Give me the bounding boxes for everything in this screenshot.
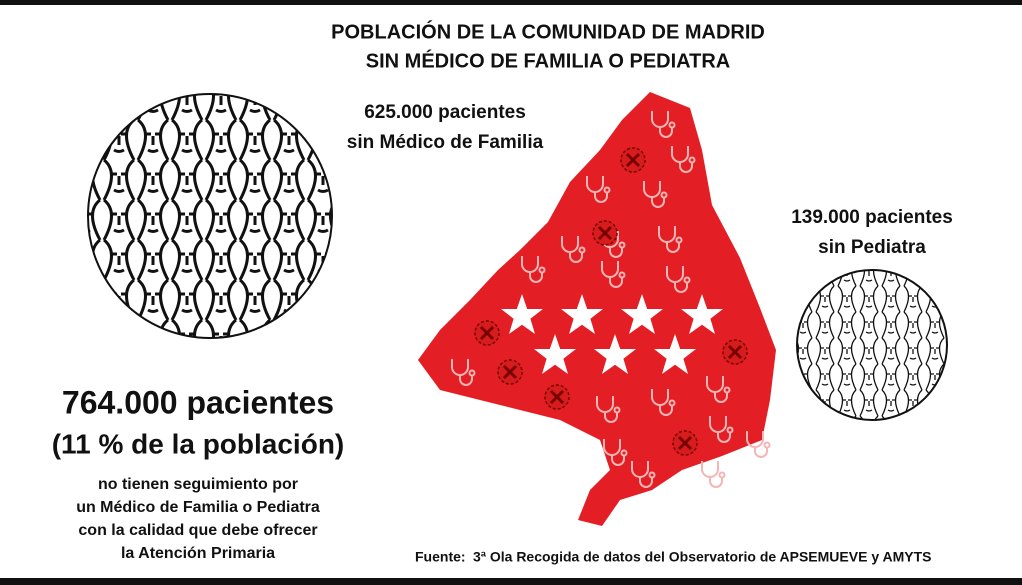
family-label: sin Médico de Familia bbox=[347, 132, 544, 153]
total-description: un Médico de Familia o Pediatra bbox=[76, 499, 320, 516]
faces-illustration bbox=[87, 93, 333, 339]
pediatric-label: sin Pediatra bbox=[818, 237, 926, 258]
source-label: Fuente: bbox=[415, 549, 466, 565]
bottom-border bbox=[0, 578, 1022, 585]
madrid-map bbox=[418, 92, 776, 526]
total-description: con la calidad que debe ofrecer bbox=[78, 522, 317, 539]
faces-illustration bbox=[796, 269, 948, 421]
family-count: 625.000 pacientes bbox=[364, 102, 526, 123]
total-description: la Atención Primaria bbox=[121, 545, 275, 562]
top-border bbox=[0, 0, 1022, 5]
pediatric-count: 139.000 pacientes bbox=[791, 207, 953, 228]
total-share: (11 % de la población) bbox=[52, 428, 345, 459]
total-count: 764.000 pacientes bbox=[62, 384, 334, 420]
title-line: POBLACIÓN DE LA COMUNIDAD DE MADRID bbox=[331, 19, 765, 43]
total-description: no tienen seguimiento por bbox=[98, 476, 298, 493]
source-text: 3ª Ola Recogida de datos del Observatori… bbox=[473, 549, 931, 565]
title-line: SIN MÉDICO DE FAMILIA O PEDIATRA bbox=[366, 49, 730, 72]
